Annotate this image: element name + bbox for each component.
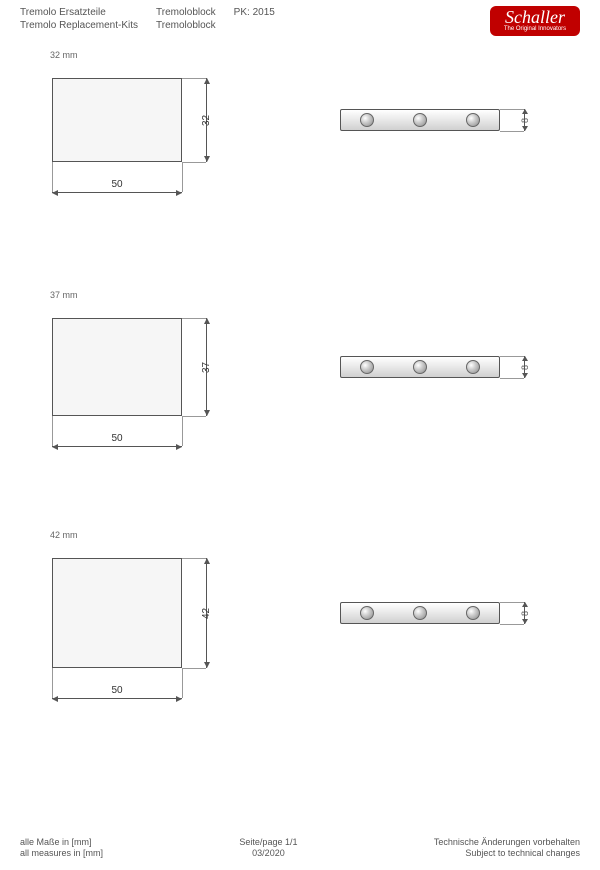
hole-icon: [413, 113, 427, 127]
width-dimension: 50: [52, 446, 182, 447]
logo-text: Schaller: [498, 8, 572, 26]
page-number: Seite/page 1/1: [239, 837, 297, 849]
width-value: 50: [52, 433, 182, 444]
units-en: all measures in [mm]: [20, 848, 103, 860]
thickness-dimension: 8: [524, 602, 525, 624]
disclaimer-de: Technische Änderungen vorbehalten: [434, 837, 580, 849]
variant-label: 32 mm: [50, 50, 78, 60]
thickness-value: 8: [520, 109, 530, 131]
units-de: alle Maße in [mm]: [20, 837, 103, 849]
hole-icon: [466, 113, 480, 127]
footer: alle Maße in [mm] all measures in [mm] S…: [0, 837, 600, 860]
variant-42: 42 mm 50 42 8: [20, 530, 580, 760]
title-de: Tremolo Ersatzteile: [20, 6, 138, 19]
thickness-value: 8: [520, 356, 530, 378]
pk-code: PK: 2015: [234, 6, 275, 19]
side-view: [340, 356, 500, 378]
front-view: [52, 318, 182, 416]
header-product-col: Tremoloblock Tremoloblock: [156, 6, 216, 32]
logo-tagline: The Original Innovators: [498, 26, 572, 33]
hole-icon: [466, 606, 480, 620]
date: 03/2020: [239, 848, 297, 860]
width-value: 50: [52, 179, 182, 190]
height-value: 32: [201, 78, 212, 162]
thickness-dimension: 8: [524, 109, 525, 131]
header-title-col: Tremolo Ersatzteile Tremolo Replacement-…: [20, 6, 138, 32]
variant-label: 37 mm: [50, 290, 78, 300]
header: Tremolo Ersatzteile Tremolo Replacement-…: [0, 0, 600, 40]
hole-icon: [360, 113, 374, 127]
product-en: Tremoloblock: [156, 19, 216, 32]
product-de: Tremoloblock: [156, 6, 216, 19]
width-dimension: 50: [52, 698, 182, 699]
hole-icon: [466, 360, 480, 374]
front-view: [52, 558, 182, 668]
width-dimension: 50: [52, 192, 182, 193]
hole-icon: [360, 360, 374, 374]
height-dimension: 42: [206, 558, 207, 668]
side-view: [340, 109, 500, 131]
height-value: 37: [201, 318, 212, 416]
variant-37: 37 mm 50 37 8: [20, 290, 580, 520]
variant-32: 32 mm 50 32 8: [20, 50, 580, 280]
disclaimer-en: Subject to technical changes: [434, 848, 580, 860]
footer-left: alle Maße in [mm] all measures in [mm]: [20, 837, 103, 860]
title-en: Tremolo Replacement-Kits: [20, 19, 138, 32]
width-value: 50: [52, 685, 182, 696]
height-value: 42: [201, 558, 212, 668]
footer-center: Seite/page 1/1 03/2020: [239, 837, 297, 860]
front-view: [52, 78, 182, 162]
drawing-area: 32 mm 50 32 8 37 mm 50 37 8 42 mm 50 42 8: [0, 40, 600, 760]
variant-label: 42 mm: [50, 530, 78, 540]
thickness-value: 8: [520, 602, 530, 624]
header-pk-col: PK: 2015: [234, 6, 275, 19]
thickness-dimension: 8: [524, 356, 525, 378]
hole-icon: [413, 360, 427, 374]
height-dimension: 32: [206, 78, 207, 162]
hole-icon: [360, 606, 374, 620]
hole-icon: [413, 606, 427, 620]
brand-logo: Schaller The Original Innovators: [490, 6, 580, 36]
height-dimension: 37: [206, 318, 207, 416]
side-view: [340, 602, 500, 624]
footer-right: Technische Änderungen vorbehalten Subjec…: [434, 837, 580, 860]
